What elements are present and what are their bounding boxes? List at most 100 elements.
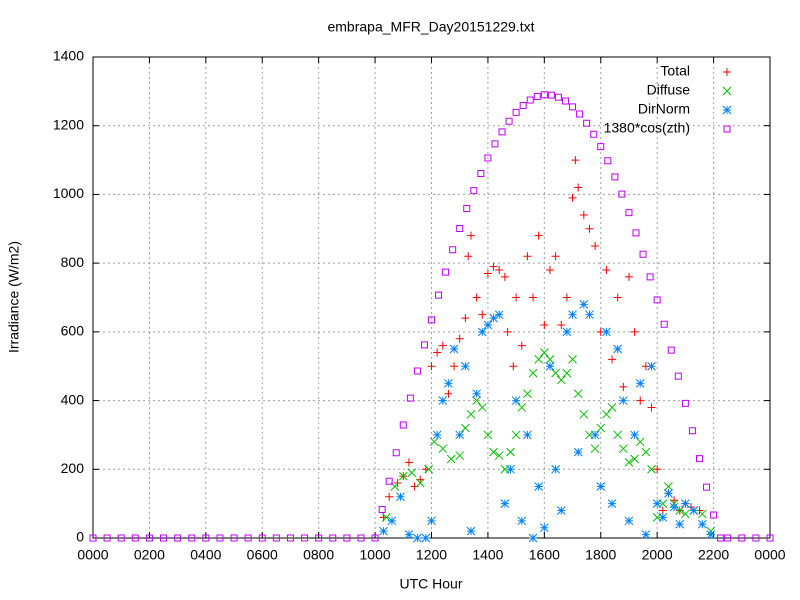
point — [766, 534, 774, 542]
point — [624, 272, 633, 281]
point — [568, 310, 577, 320]
point — [579, 409, 589, 419]
point — [371, 534, 379, 542]
point — [455, 451, 465, 460]
point — [449, 344, 459, 354]
point — [500, 272, 509, 281]
point — [613, 344, 623, 354]
point — [424, 464, 434, 474]
point — [556, 506, 566, 515]
point — [188, 534, 196, 542]
point — [590, 130, 598, 138]
point — [416, 475, 425, 484]
point — [500, 499, 510, 508]
point — [619, 382, 628, 391]
point — [675, 519, 685, 529]
point — [399, 421, 407, 429]
point — [669, 502, 679, 512]
point — [460, 361, 470, 371]
point — [407, 468, 417, 478]
point — [528, 368, 538, 378]
point — [131, 534, 139, 542]
point — [658, 513, 668, 522]
point — [528, 533, 538, 543]
point — [449, 246, 457, 254]
point — [636, 396, 645, 405]
point — [534, 354, 544, 364]
point — [551, 252, 560, 261]
point — [647, 361, 656, 371]
y-tick-label: 1200 — [53, 116, 84, 132]
x-tick-label: 1600 — [529, 547, 560, 563]
point — [145, 534, 153, 542]
point — [406, 394, 414, 402]
x-tick-label: 0200 — [134, 547, 165, 563]
point — [583, 119, 591, 127]
point — [539, 523, 549, 533]
point — [432, 430, 442, 440]
point — [413, 533, 422, 543]
point — [630, 327, 639, 336]
point — [540, 320, 549, 329]
series — [382, 348, 716, 536]
legend-label: Diffuse — [647, 82, 691, 98]
point — [427, 516, 436, 526]
point — [653, 296, 661, 304]
point — [667, 346, 675, 354]
point — [533, 93, 541, 101]
point — [664, 488, 673, 498]
point — [523, 430, 532, 440]
point — [244, 534, 252, 542]
point — [660, 320, 668, 328]
point — [557, 320, 566, 329]
point — [385, 477, 393, 485]
point — [717, 534, 725, 542]
point — [517, 341, 526, 350]
point — [641, 447, 651, 457]
point — [523, 252, 532, 261]
point — [494, 310, 504, 320]
x-tick-label: 0400 — [190, 547, 221, 563]
point — [466, 231, 475, 240]
point — [568, 193, 577, 202]
point — [664, 482, 673, 491]
point — [477, 327, 487, 337]
point — [392, 449, 400, 457]
point — [413, 367, 421, 375]
point — [551, 368, 560, 378]
point — [438, 341, 447, 350]
point — [545, 354, 555, 364]
point — [647, 403, 656, 412]
point — [472, 389, 481, 399]
point — [604, 157, 612, 165]
point — [427, 362, 436, 371]
point — [398, 471, 408, 481]
point — [590, 444, 600, 454]
point — [689, 506, 699, 515]
legend-marker — [722, 86, 732, 96]
point — [539, 348, 549, 357]
point — [466, 409, 476, 419]
x-tick-label: 1200 — [416, 547, 447, 563]
point — [630, 454, 639, 464]
point — [464, 252, 473, 261]
point — [534, 231, 543, 240]
point — [596, 423, 606, 433]
y-tick-label: 0 — [76, 529, 84, 545]
point — [624, 458, 634, 467]
point — [444, 389, 453, 398]
point — [421, 533, 431, 543]
point — [562, 293, 571, 302]
point — [674, 372, 682, 380]
point — [630, 430, 639, 440]
point — [484, 154, 492, 162]
point — [444, 379, 453, 388]
point — [607, 403, 617, 412]
point — [315, 534, 323, 542]
point — [697, 509, 707, 519]
point — [483, 269, 492, 278]
point — [498, 128, 506, 136]
point — [573, 389, 583, 399]
point — [551, 464, 560, 474]
point — [688, 427, 696, 435]
